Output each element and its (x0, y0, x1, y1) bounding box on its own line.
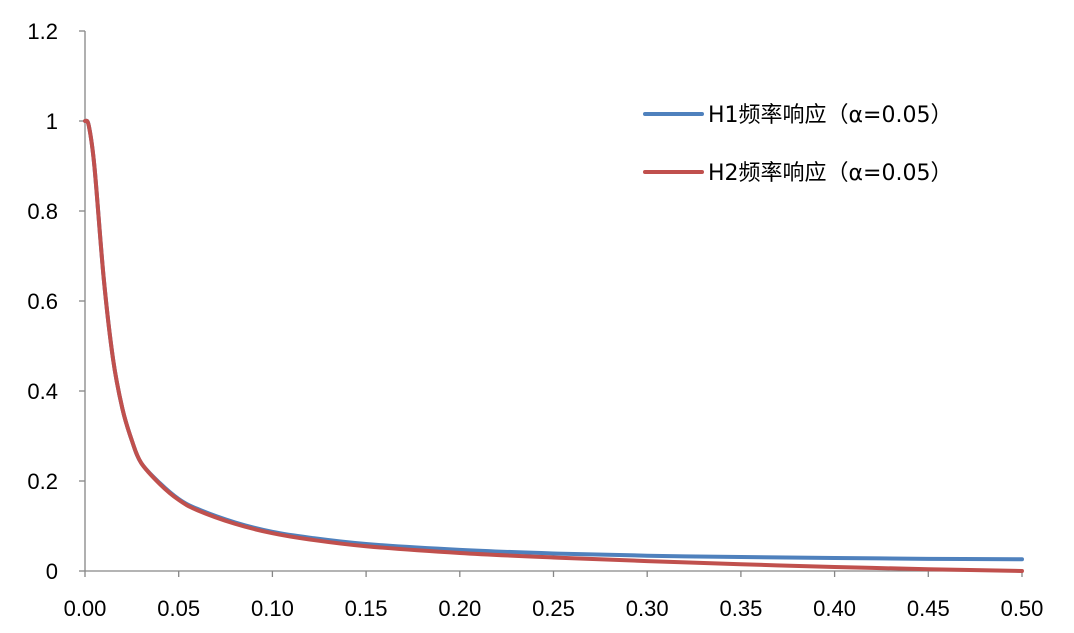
legend-label-1: H1频率响应（α=0.05） (708, 103, 952, 128)
y-tick-label: 1.2 (27, 19, 58, 44)
x-tick-label: 0.30 (626, 596, 669, 621)
y-tick-label: 1 (46, 109, 58, 134)
y-tick-label: 0.6 (27, 289, 58, 314)
x-tick-label: 0.40 (813, 596, 856, 621)
legend-label-2: H2频率响应（α=0.05） (708, 161, 952, 186)
x-tick-label: 0.45 (907, 596, 950, 621)
y-tick-label: 0.2 (27, 469, 58, 494)
legend: H1频率响应（α=0.05） H2频率响应（α=0.05） (643, 103, 952, 186)
y-tick-label: 0 (46, 559, 58, 584)
y-ticks: 0 0.2 0.4 0.6 0.8 1 1.2 (27, 19, 85, 584)
series-line-1 (83, 118, 1024, 562)
y-tick-label: 0.4 (27, 379, 58, 404)
series-layer (83, 118, 1024, 573)
x-tick-label: 0.10 (251, 596, 294, 621)
x-tick-label: 0.00 (64, 596, 107, 621)
x-tick-label: 0.35 (719, 596, 762, 621)
x-ticks: 0.00 0.05 0.10 0.15 0.20 0.25 0.30 0.35 0.40 0.45… (64, 571, 1044, 621)
y-tick-label: 0.8 (27, 199, 58, 224)
x-tick-label: 0.15 (345, 596, 388, 621)
x-tick-label: 0.25 (532, 596, 575, 621)
x-tick-label: 0.20 (438, 596, 481, 621)
x-tick-label: 0.50 (1001, 596, 1044, 621)
x-tick-label: 0.05 (157, 596, 200, 621)
series-line-2 (83, 118, 1024, 573)
